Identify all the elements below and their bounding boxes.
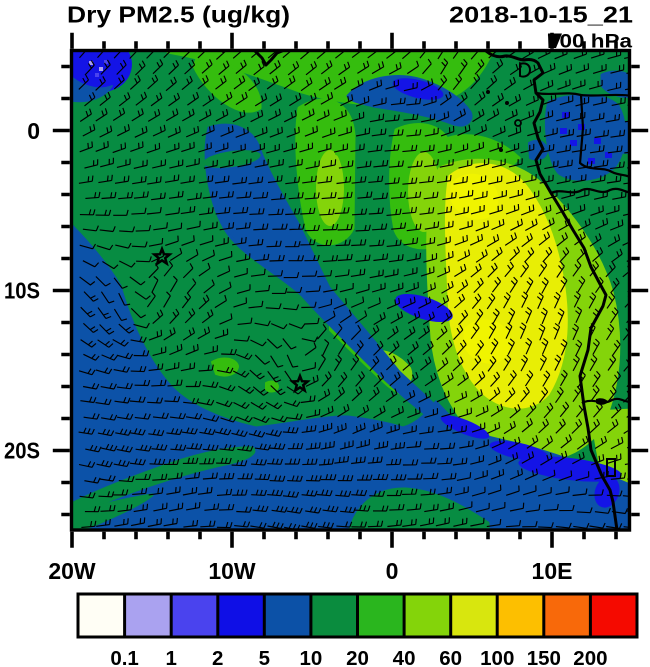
svg-text:150: 150 [527,647,561,667]
svg-text:10W: 10W [208,558,256,584]
svg-text:1: 1 [165,647,176,667]
svg-text:40: 40 [393,647,416,667]
svg-text:5: 5 [259,647,270,667]
svg-text:20: 20 [346,647,369,667]
svg-text:20W: 20W [48,558,96,584]
svg-text:200: 200 [573,647,607,667]
svg-text:10S: 10S [4,278,40,304]
svg-text:Dry PM2.5 (ug/kg): Dry PM2.5 (ug/kg) [67,2,290,28]
svg-text:10E: 10E [532,558,573,584]
svg-text:0: 0 [386,558,399,584]
svg-text:0: 0 [27,118,40,144]
svg-text:60: 60 [439,647,462,667]
svg-text:10: 10 [300,647,323,667]
svg-text:2: 2 [212,647,223,667]
svg-text:2018-10-15_21: 2018-10-15_21 [449,2,633,28]
svg-text:0.1: 0.1 [110,647,139,667]
svg-text:20S: 20S [4,438,40,464]
svg-text:700 hPa: 700 hPa [547,31,632,53]
svg-text:100: 100 [480,647,514,667]
